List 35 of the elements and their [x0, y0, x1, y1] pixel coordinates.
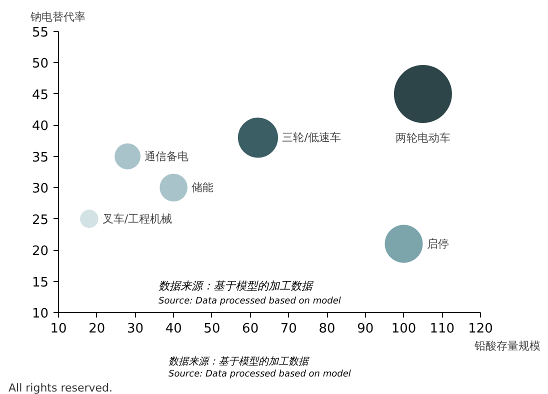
- source-note: 数据来源：基于模型的加工数据: [168, 356, 310, 368]
- x-axis-title: 铅酸存量规模: [474, 340, 540, 352]
- series-label: 储能: [192, 181, 214, 194]
- y-tick-label: 40: [32, 119, 49, 134]
- series-label: 启停: [426, 237, 449, 250]
- x-tick-label: 80: [318, 322, 336, 336]
- x-tick-label: 100: [391, 322, 416, 336]
- source-note: Source: Data processed based on model: [168, 370, 352, 380]
- x-tick-label: 60: [242, 322, 259, 336]
- y-tick-label: 45: [32, 88, 49, 103]
- y-tick-label: 20: [32, 244, 49, 260]
- x-tick-label: 20: [88, 322, 106, 336]
- x-tick-label: 110: [430, 322, 455, 336]
- y-axis-title: 钠电替代率: [30, 10, 86, 24]
- x-tick-label: 40: [165, 322, 182, 336]
- x-tick-label: 10: [50, 322, 67, 336]
- x-tick-label: 30: [126, 322, 144, 336]
- x-tick-label: 50: [204, 322, 220, 336]
- series-label: 叉车/工程机械: [102, 212, 172, 226]
- x-tick-label: 120: [468, 322, 493, 336]
- x-tick-label: 90: [357, 322, 374, 336]
- x-tick-label: 70: [280, 322, 297, 336]
- y-tick-label: 25: [32, 212, 49, 228]
- y-tick-label: 35: [32, 150, 49, 166]
- y-tick-label: 15: [32, 275, 49, 290]
- annotation: 数据来源：基于模型的加工数据: [158, 280, 314, 292]
- series-label: 通信备电: [144, 150, 189, 163]
- y-tick-label: 30: [32, 182, 49, 197]
- y-tick-label: 50: [32, 56, 49, 72]
- series-label: 三轮/低速车: [282, 131, 341, 144]
- text: All rights reserved.: [8, 382, 113, 394]
- y-tick-label: 55: [32, 26, 49, 40]
- y-tick-label: 10: [32, 306, 49, 322]
- series-label: 两轮电动车: [395, 131, 450, 144]
- annotation: Source: Data processed based on model: [158, 296, 342, 306]
